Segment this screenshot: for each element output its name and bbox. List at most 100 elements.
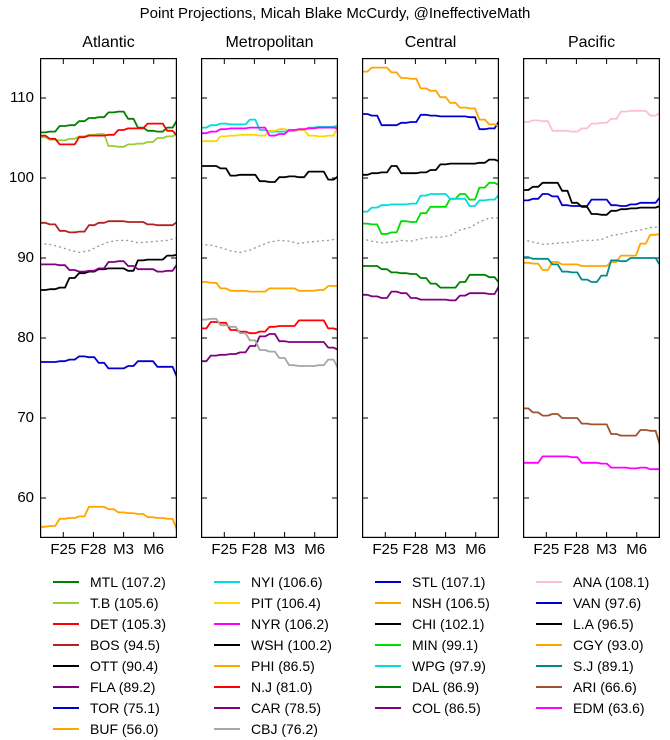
legend-swatch	[536, 664, 562, 667]
x-tick-label: M3	[274, 541, 296, 558]
legend-label: CAR (78.5)	[251, 699, 322, 716]
x-tick-label: M6	[465, 541, 487, 558]
series-line-ARI	[523, 407, 660, 447]
legend-swatch	[536, 622, 562, 625]
legend-swatch	[375, 622, 401, 625]
legend-item-PIT: PIT (106.4)	[214, 592, 332, 613]
series-line-MIN	[362, 181, 499, 235]
y-axis-tick-labels: 60 70 80 90 100 110	[0, 0, 36, 740]
series-line-VAN	[523, 193, 660, 207]
legend-label: TOR (75.1)	[90, 699, 160, 716]
legend-swatch	[53, 580, 79, 583]
series-line-OTT	[40, 253, 177, 291]
legend-metropolitan: NYI (106.6) PIT (106.4) NYR (106.2) WSH (10…	[214, 571, 332, 739]
legend-item-NYR: NYR (106.2)	[214, 613, 332, 634]
y-tick-label: 80	[17, 329, 34, 346]
legend-label: NSH (106.5)	[412, 594, 490, 611]
legend-label: WSH (100.2)	[251, 636, 332, 653]
x-tick-label: M6	[143, 541, 165, 558]
series-line-L.A	[523, 181, 660, 216]
legend-swatch	[214, 643, 240, 646]
legend-swatch	[214, 685, 240, 688]
playoff-cutoff-line	[523, 226, 660, 246]
legend-item-TOR: TOR (75.1)	[53, 697, 166, 718]
series-line-PHI	[201, 281, 338, 293]
plot-border	[362, 58, 499, 538]
legend-label: S.J (89.1)	[573, 657, 634, 674]
playoff-cutoff-line	[40, 237, 177, 254]
legend-swatch	[536, 685, 562, 688]
series-line-CHI	[362, 158, 499, 176]
plot-area-metropolitan	[201, 58, 338, 538]
legend-swatch	[214, 727, 240, 730]
legend-item-N.J: N.J (81.0)	[214, 676, 332, 697]
legend-swatch	[53, 685, 79, 688]
legend-swatch	[536, 643, 562, 646]
legend-item-WSH: WSH (100.2)	[214, 634, 332, 655]
series-line-TOR	[40, 355, 177, 379]
legend-swatch	[536, 580, 562, 583]
series-line-CBJ	[201, 317, 338, 370]
legend-swatch	[53, 622, 79, 625]
plot-area-central	[362, 58, 499, 538]
series-line-N.J	[201, 319, 338, 335]
plot-area-atlantic	[40, 58, 177, 538]
x-tick-label: F28	[402, 541, 429, 558]
legend-pacific: ANA (108.1) VAN (97.6) L.A (96.5) CGY (93.0…	[536, 571, 649, 718]
legend-item-STL: STL (107.1)	[375, 571, 490, 592]
panel-pacific: Pacific F25 F28 M3 M6	[523, 30, 660, 561]
legend-item-ANA: ANA (108.1)	[536, 571, 649, 592]
series-line-CGY	[523, 233, 660, 271]
series-line-BOS	[40, 220, 177, 234]
legend-label: OTT (90.4)	[90, 657, 159, 674]
series-line-FLA	[40, 260, 177, 273]
x-axis-tick-labels: F25 F28 M3 M6	[362, 541, 499, 561]
legend-item-BUF: BUF (56.0)	[53, 718, 166, 739]
x-axis-tick-labels: F25 F28 M3 M6	[40, 541, 177, 561]
legend-item-PHI: PHI (86.5)	[214, 655, 332, 676]
x-tick-label: M3	[435, 541, 457, 558]
series-line-WSH	[201, 165, 338, 183]
x-tick-label: F28	[80, 541, 107, 558]
legend-item-VAN: VAN (97.6)	[536, 592, 649, 613]
legend-label: PIT (106.4)	[251, 594, 321, 611]
legend-label: N.J (81.0)	[251, 678, 313, 695]
legend-swatch	[53, 643, 79, 646]
legend-item-MTL: MTL (107.2)	[53, 571, 166, 592]
panel-title-atlantic: Atlantic	[82, 34, 135, 51]
legend-label: STL (107.1)	[412, 573, 486, 590]
x-tick-label: F25	[372, 541, 399, 558]
legend-label: BUF (56.0)	[90, 720, 159, 737]
legend-label: PHI (86.5)	[251, 657, 315, 674]
legend-item-FLA: FLA (89.2)	[53, 676, 166, 697]
legend-label: NYI (106.6)	[251, 573, 323, 590]
legend-label: CHI (102.1)	[412, 615, 485, 632]
legend-item-S.J: S.J (89.1)	[536, 655, 649, 676]
series-line-DET	[40, 122, 177, 146]
legend-item-MIN: MIN (99.1)	[375, 634, 490, 655]
legend-swatch	[53, 727, 79, 730]
x-tick-label: F28	[241, 541, 268, 558]
panel-central: Central F25 F28 M3 M6	[362, 30, 499, 561]
legend-item-NSH: NSH (106.5)	[375, 592, 490, 613]
series-line-NYR	[201, 126, 338, 137]
y-tick-label: 70	[17, 409, 34, 426]
series-line-PIT	[201, 125, 338, 143]
legend-label: CGY (93.0)	[573, 636, 644, 653]
legend-item-CBJ: CBJ (76.2)	[214, 718, 332, 739]
plot-border	[40, 58, 177, 538]
legend-label: EDM (63.6)	[573, 699, 645, 716]
legend-label: MTL (107.2)	[90, 573, 166, 590]
legend-item-L.A: L.A (96.5)	[536, 613, 649, 634]
legend-swatch	[214, 601, 240, 604]
legend-label: WPG (97.9)	[412, 657, 486, 674]
legend-item-DAL: DAL (86.9)	[375, 676, 490, 697]
x-tick-label: F25	[50, 541, 77, 558]
legend-item-DET: DET (105.3)	[53, 613, 166, 634]
legend-item-COL: COL (86.5)	[375, 697, 490, 718]
legend-swatch	[53, 664, 79, 667]
legend-label: NYR (106.2)	[251, 615, 329, 632]
legend-swatch	[214, 580, 240, 583]
series-line-COL	[362, 285, 499, 302]
x-tick-label: F25	[211, 541, 238, 558]
